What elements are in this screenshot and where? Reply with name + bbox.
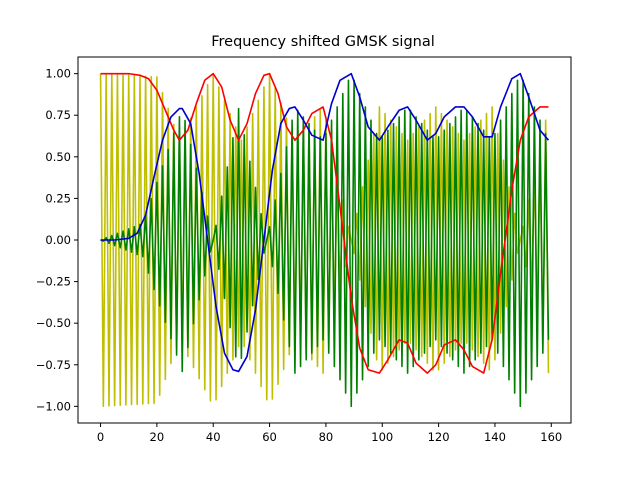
series-line-2 <box>100 72 549 374</box>
y-tick-label-7: 0.75 <box>45 108 71 122</box>
y-tick-label-2: −0.50 <box>36 316 71 330</box>
x-tick-label-0: 0 <box>97 430 104 444</box>
y-axis: −1.00 −0.75 −0.50 −0.25 0.00 0.25 0.50 0.75 1.00 <box>36 67 78 413</box>
y-tick-label-4: 0.00 <box>45 233 71 247</box>
x-tick-label-4: 80 <box>319 430 334 444</box>
y-tick-label-5: 0.25 <box>45 191 71 205</box>
x-tick-label-8: 160 <box>540 430 562 444</box>
x-tick-label-3: 60 <box>262 430 277 444</box>
plot-frame <box>77 56 572 424</box>
y-tick-label-3: −0.25 <box>36 275 71 289</box>
series-line-1 <box>100 79 550 408</box>
y-tick-label-6: 0.50 <box>45 150 71 164</box>
x-tick-label-7: 140 <box>484 430 506 444</box>
x-axis: 0 20 40 60 80 100 120 140 160 <box>97 423 562 444</box>
chart-title: Frequency shifted GMSK signal <box>211 34 435 50</box>
y-tick-label-1: −0.75 <box>36 358 71 372</box>
y-tick-label-0: −1.00 <box>36 399 71 413</box>
x-tick-label-6: 120 <box>428 430 450 444</box>
series-line-3 <box>100 72 550 373</box>
plot-series-group <box>99 72 550 408</box>
x-tick-label-2: 40 <box>206 430 221 444</box>
x-tick-label-5: 100 <box>371 430 393 444</box>
x-tick-label-1: 20 <box>150 430 165 444</box>
y-tick-label-8: 1.00 <box>45 67 71 81</box>
